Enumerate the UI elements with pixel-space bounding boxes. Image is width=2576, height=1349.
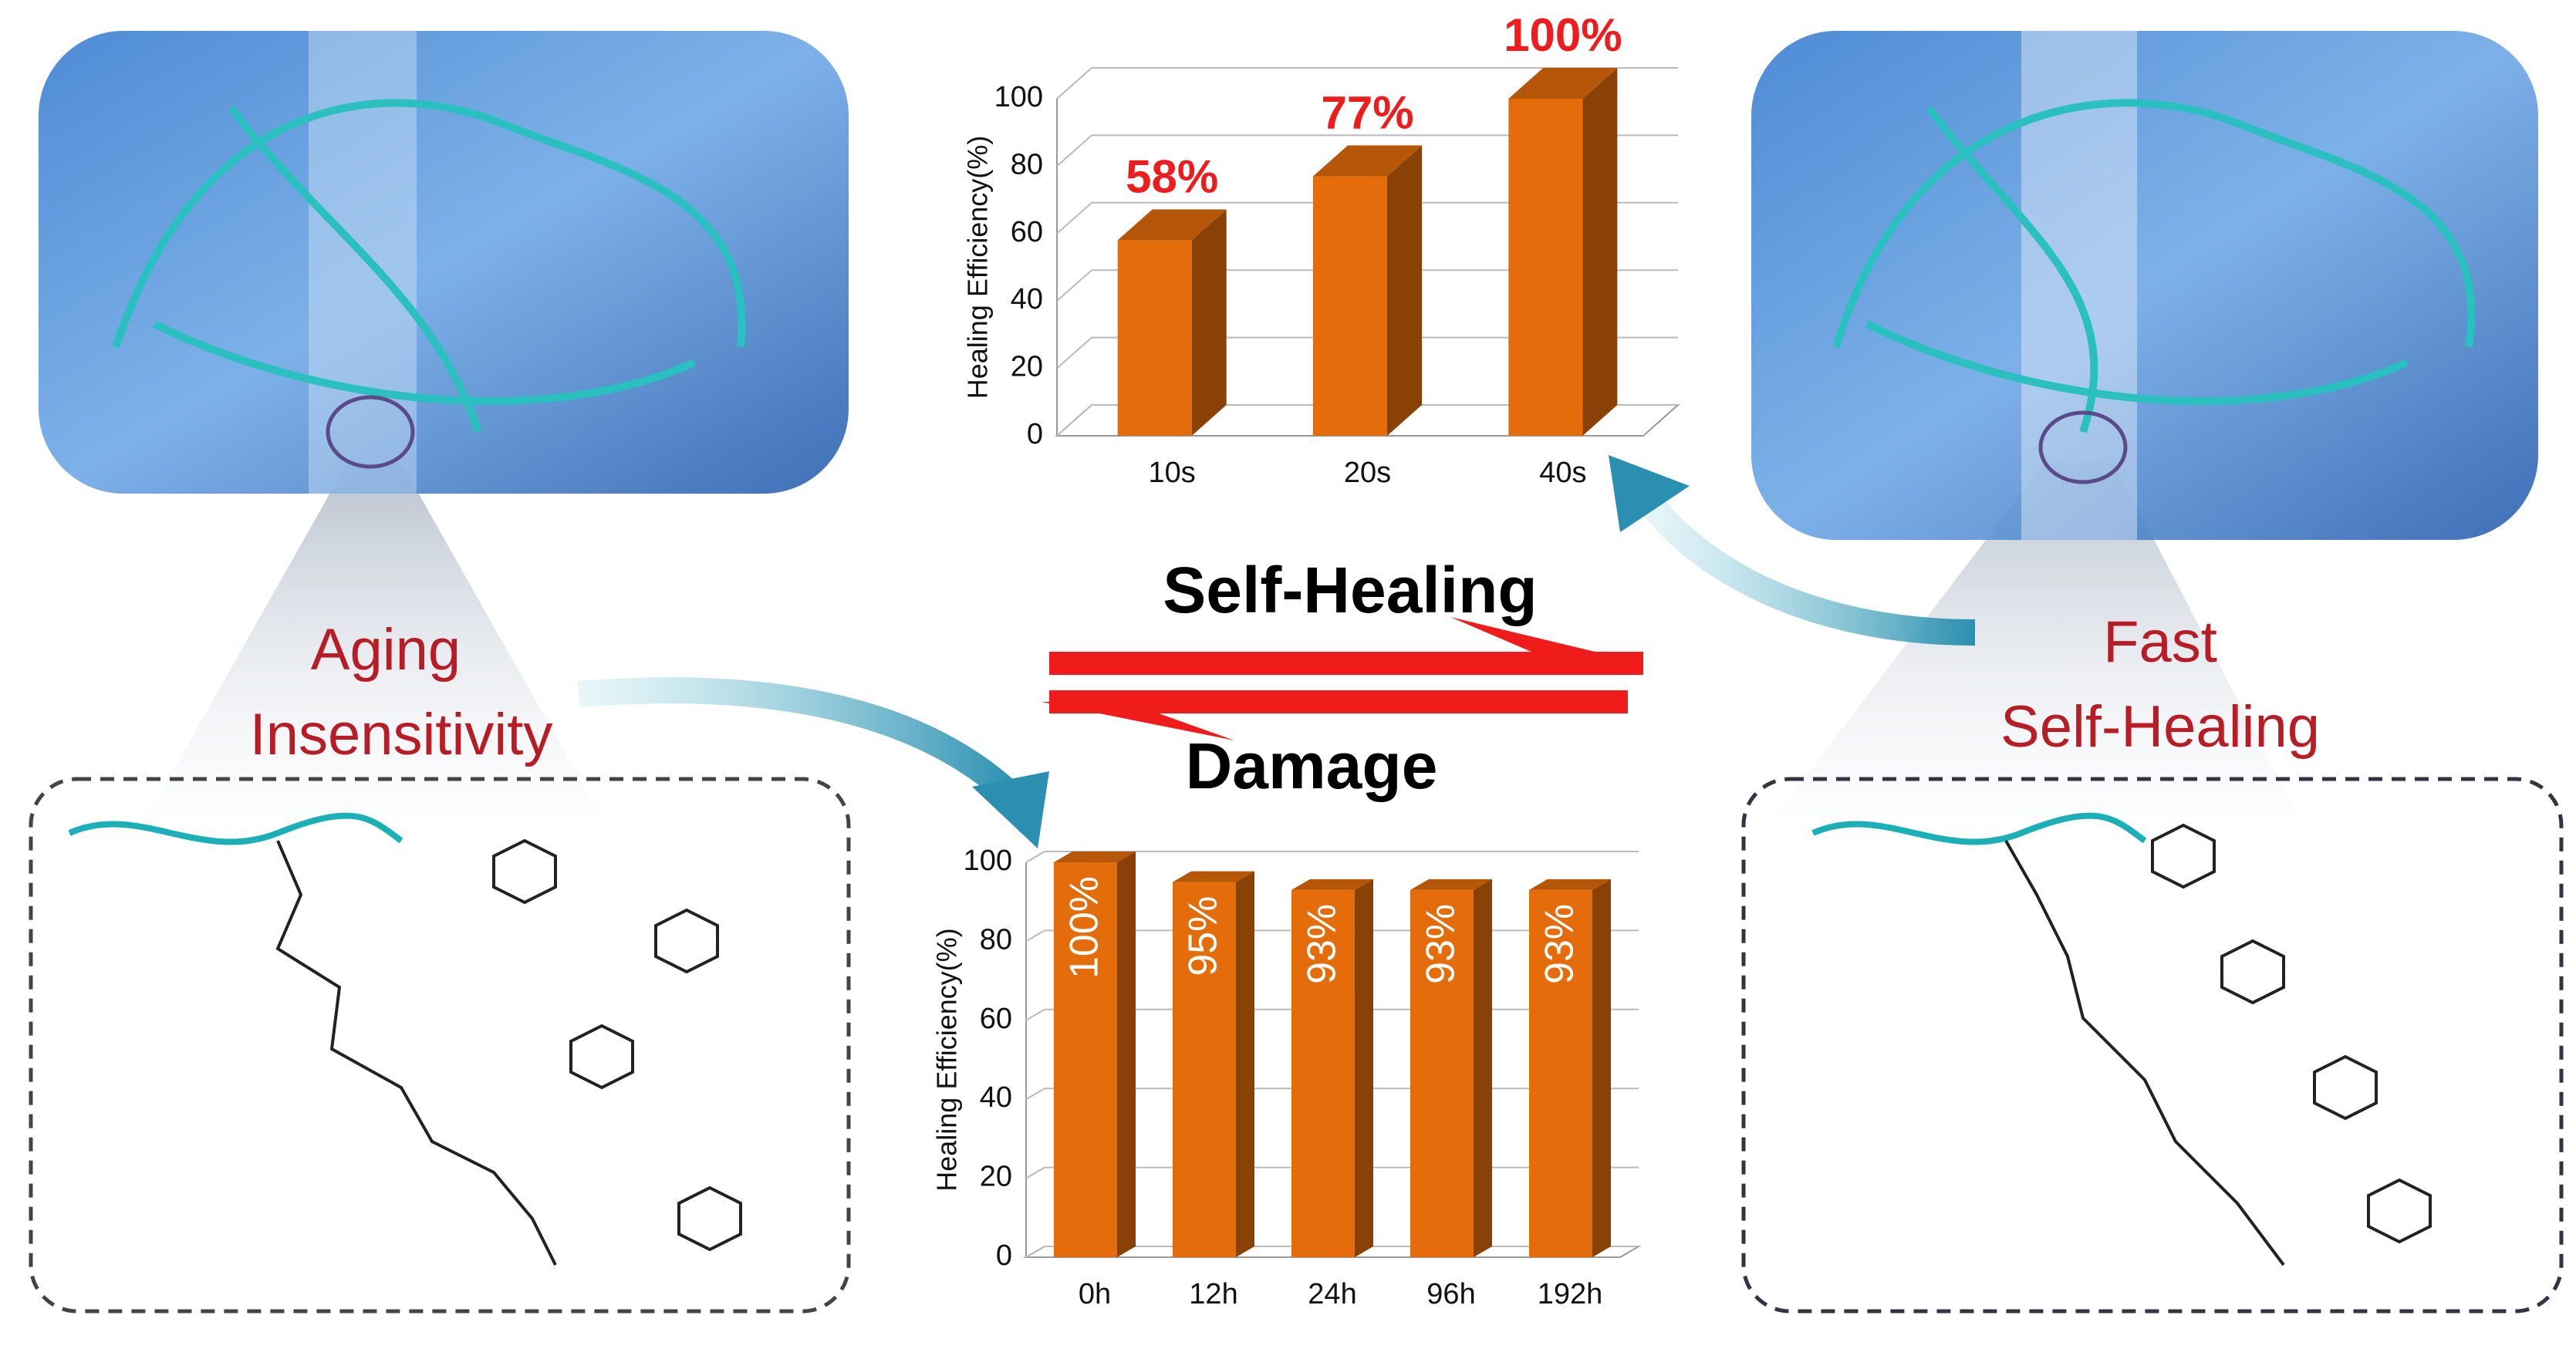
grid-line-side — [1025, 1088, 1045, 1101]
gel-right — [1751, 31, 2538, 818]
bar-side — [1592, 879, 1611, 1257]
molecule-sketch — [68, 812, 2432, 1266]
grid-line-side — [1025, 851, 1045, 863]
grid-line-side — [1025, 929, 1045, 943]
bar-top — [1410, 879, 1492, 890]
grid-line-side — [1056, 336, 1092, 369]
y-tick-label: 60 — [1011, 216, 1043, 248]
bar-top — [1529, 879, 1611, 890]
y-axis-title: Healing Efficiency(%) — [931, 928, 963, 1191]
bar-side — [1582, 68, 1618, 436]
arrow-curve — [1632, 486, 1976, 646]
y-tick-label: 80 — [1011, 148, 1043, 180]
bar-top — [1291, 879, 1373, 890]
arrow-backward — [1049, 690, 1628, 713]
x-tick-label: 10s — [1149, 457, 1196, 489]
value-label: 58% — [1126, 150, 1218, 202]
bar — [1529, 889, 1592, 1257]
bar — [1117, 240, 1192, 436]
x-tick-label: 24h — [1308, 1278, 1356, 1310]
label-right: Fast — [2103, 609, 2217, 675]
gel-left — [39, 31, 849, 818]
label-right: Self-Healing — [2000, 694, 2320, 760]
bar-top — [1313, 145, 1422, 177]
bar — [1410, 889, 1474, 1257]
bar — [1054, 862, 1117, 1257]
label-left: Insensitivity — [250, 702, 553, 767]
y-tick-label: 40 — [1011, 283, 1043, 315]
x-tick-label: 12h — [1189, 1278, 1237, 1310]
arrow-head — [972, 771, 1049, 848]
value-label: 93% — [1300, 904, 1345, 984]
bar-side — [1474, 879, 1492, 1257]
y-axis-title: Healing Efficiency(%) — [962, 136, 994, 399]
label-forward: Self-Healing — [1163, 554, 1537, 626]
bar — [1291, 889, 1355, 1257]
bar-top — [1173, 871, 1254, 882]
x-tick-label: 96h — [1426, 1278, 1475, 1310]
grid-line-side — [1025, 1008, 1045, 1021]
x-tick-label: 40s — [1539, 457, 1586, 489]
value-label: 93% — [1419, 904, 1464, 984]
y-tick-label: 80 — [980, 923, 1012, 956]
grid-line-side — [1056, 269, 1092, 302]
bar-side — [1236, 871, 1254, 1257]
arrow-forward — [1049, 652, 1643, 675]
y-tick-label: 40 — [980, 1081, 1012, 1114]
inset-left — [29, 777, 851, 1314]
bar-side — [1355, 879, 1373, 1257]
grid-line-side — [1056, 404, 1092, 437]
y-tick-label: 100 — [994, 81, 1043, 113]
grid-line-side — [1056, 134, 1092, 167]
bar-top — [1054, 852, 1136, 862]
x-tick-label: 192h — [1538, 1278, 1603, 1310]
bar — [1313, 176, 1387, 436]
bar — [1173, 882, 1236, 1257]
bar-side — [1387, 145, 1422, 436]
bar-top — [1508, 68, 1618, 99]
bar-side — [1191, 209, 1227, 436]
value-label: 100% — [1062, 876, 1107, 979]
value-label: 77% — [1321, 86, 1413, 138]
y-tick-label: 0 — [1027, 418, 1043, 450]
x-tick-label: 20s — [1344, 457, 1391, 489]
arrow-head — [1609, 455, 1690, 532]
y-tick-label: 100 — [964, 845, 1012, 877]
bar-top — [1117, 209, 1227, 241]
grid-line-side — [1025, 1246, 1045, 1258]
value-label: 95% — [1181, 896, 1226, 976]
value-label: 100% — [1504, 9, 1622, 61]
grid-line-side — [1056, 202, 1092, 234]
value-label: 93% — [1538, 904, 1582, 984]
arrow-backward-head — [1042, 702, 1234, 740]
label-left: Aging — [311, 617, 461, 683]
inset-right — [1741, 777, 2564, 1314]
y-tick-label: 20 — [980, 1161, 1012, 1193]
y-tick-label: 60 — [980, 1003, 1012, 1035]
bar-side — [1117, 852, 1136, 1257]
x-tick-label: 0h — [1079, 1278, 1111, 1310]
bar — [1508, 99, 1583, 436]
y-tick-label: 0 — [996, 1239, 1012, 1272]
arrow-forward-head — [1450, 617, 1643, 663]
y-tick-label: 20 — [1011, 351, 1043, 383]
grid-line-side — [1056, 67, 1092, 99]
label-backward: Damage — [1186, 730, 1438, 802]
arrow-curve — [577, 677, 1028, 812]
grid-line-side — [1025, 1166, 1045, 1179]
